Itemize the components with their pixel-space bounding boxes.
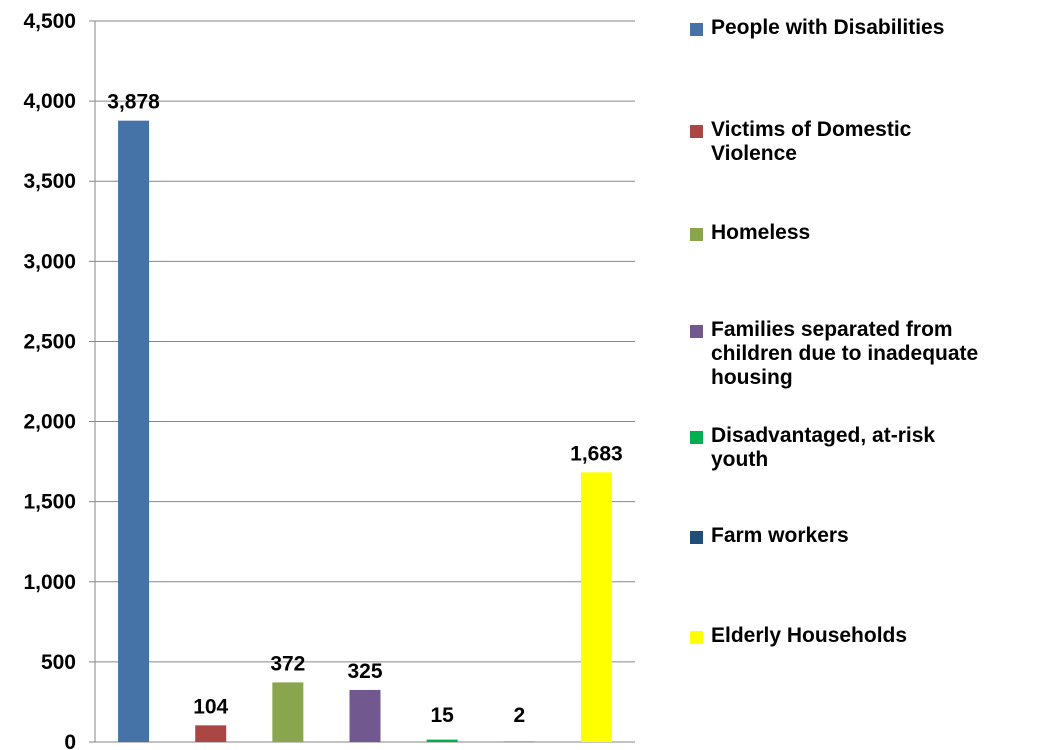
legend-swatch bbox=[690, 531, 703, 544]
legend-swatch bbox=[690, 431, 703, 444]
legend-item-victims-of-domestic-violence: Victims of Domestic Violence bbox=[690, 118, 961, 166]
data-label: 15 bbox=[430, 704, 454, 727]
bar bbox=[580, 472, 612, 742]
legend-label: People with Disabilities bbox=[711, 16, 945, 39]
legend-label: Farm workers bbox=[711, 524, 849, 547]
y-tick-label: 0 bbox=[64, 731, 76, 750]
bar bbox=[118, 120, 150, 743]
data-labels: 3,878 104 372 325 15 2 1,683 bbox=[107, 91, 622, 727]
y-tick-label: 3,000 bbox=[23, 250, 76, 273]
legend-swatch bbox=[690, 23, 703, 36]
legend-swatch bbox=[690, 125, 703, 138]
bar bbox=[426, 739, 458, 742]
bar bbox=[272, 682, 304, 742]
y-tick-label: 500 bbox=[41, 651, 76, 674]
legend-item-homeless: Homeless bbox=[690, 221, 1045, 245]
legend-swatch bbox=[690, 631, 703, 644]
y-tick-label: 2,000 bbox=[23, 411, 76, 434]
y-tick-label: 3,500 bbox=[23, 170, 76, 193]
legend-swatch bbox=[690, 325, 703, 338]
gridlines bbox=[95, 20, 635, 743]
bar-chart: 0 500 1,000 1,500 2,000 2,500 3,000 3,500 4,000 4… bbox=[23, 10, 635, 750]
bar bbox=[195, 725, 227, 742]
legend: People with Disabilities Victims of Dome… bbox=[690, 0, 1045, 750]
legend-label: Families separated from children due to … bbox=[711, 318, 979, 389]
data-label: 104 bbox=[193, 695, 228, 718]
legend-label: Disadvantaged, at-risk youth bbox=[711, 424, 936, 471]
bar bbox=[349, 689, 381, 742]
legend-label: Elderly Households bbox=[711, 624, 908, 647]
legend-item-elderly-households: Elderly Households bbox=[690, 624, 1045, 648]
legend-item-people-with-disabilities: People with Disabilities bbox=[690, 16, 1045, 40]
legend-swatch bbox=[690, 228, 703, 241]
y-tick-label: 4,500 bbox=[23, 10, 76, 33]
bars bbox=[118, 120, 612, 743]
legend-item-families-separated: Families separated from children due to … bbox=[690, 318, 1036, 390]
y-tick-label: 2,500 bbox=[23, 330, 76, 353]
y-axis: 0 500 1,000 1,500 2,000 2,500 3,000 3,500 4,000 4… bbox=[23, 10, 96, 750]
data-label: 1,683 bbox=[570, 442, 623, 465]
data-label: 325 bbox=[347, 660, 382, 683]
y-tick-label: 4,000 bbox=[23, 90, 76, 113]
legend-item-farm-workers: Farm workers bbox=[690, 524, 1045, 548]
legend-label: Homeless bbox=[711, 221, 811, 244]
legend-label: Victims of Domestic Violence bbox=[711, 118, 912, 165]
legend-item-disadvantaged-youth: Disadvantaged, at-risk youth bbox=[690, 424, 971, 472]
y-tick-label: 1,500 bbox=[23, 491, 76, 514]
data-label: 2 bbox=[513, 704, 525, 727]
data-label: 3,878 bbox=[107, 91, 160, 114]
y-tick-label: 1,000 bbox=[23, 571, 76, 594]
data-label: 372 bbox=[270, 652, 305, 675]
